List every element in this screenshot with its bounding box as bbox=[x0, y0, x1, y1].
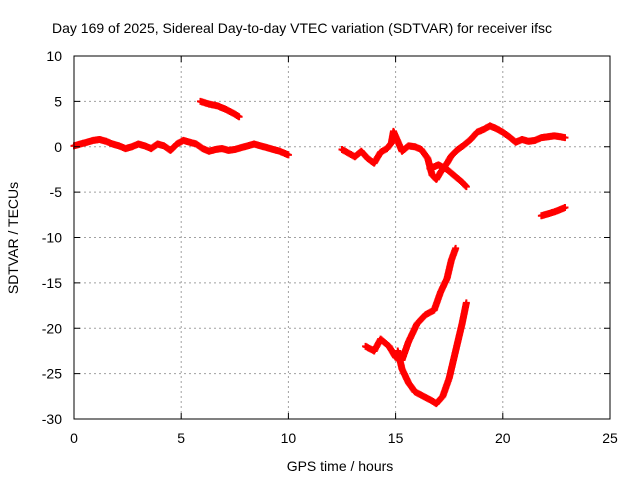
y-tick-label: 10 bbox=[46, 48, 62, 64]
data-point bbox=[284, 151, 292, 159]
data-point bbox=[561, 134, 569, 142]
data-point bbox=[561, 204, 569, 212]
y-axis-title: SDTVAR / TECUs bbox=[5, 182, 21, 294]
data-point bbox=[235, 113, 243, 121]
y-tick-label: 5 bbox=[54, 93, 62, 109]
x-tick-label: 10 bbox=[281, 430, 297, 446]
y-tick-label: -20 bbox=[42, 320, 62, 336]
grid bbox=[74, 56, 610, 419]
data-point bbox=[452, 244, 460, 252]
x-axis-title: GPS time / hours bbox=[287, 458, 394, 474]
y-tick-label: -10 bbox=[42, 230, 62, 246]
x-tick-label: 25 bbox=[602, 430, 618, 446]
x-tick-label: 0 bbox=[70, 430, 78, 446]
x-tick-label: 5 bbox=[177, 430, 185, 446]
y-tick-label: 0 bbox=[54, 139, 62, 155]
y-tick-label: -25 bbox=[42, 366, 62, 382]
chart-title: Day 169 of 2025, Sidereal Day-to-day VTE… bbox=[52, 20, 552, 36]
y-tick-label: -15 bbox=[42, 275, 62, 291]
series-points bbox=[70, 97, 569, 408]
data-series bbox=[70, 97, 569, 408]
x-tick-label: 20 bbox=[495, 430, 511, 446]
x-tick-label: 15 bbox=[388, 430, 404, 446]
data-point bbox=[462, 299, 470, 307]
y-tick-label: -5 bbox=[50, 184, 63, 200]
axis-ticks: 0 5 10 15 20 25 -30 -25 -20 -15 -10 -5 0 5 10 bbox=[42, 48, 618, 446]
data-point bbox=[462, 183, 470, 191]
y-tick-label: -30 bbox=[42, 411, 62, 427]
